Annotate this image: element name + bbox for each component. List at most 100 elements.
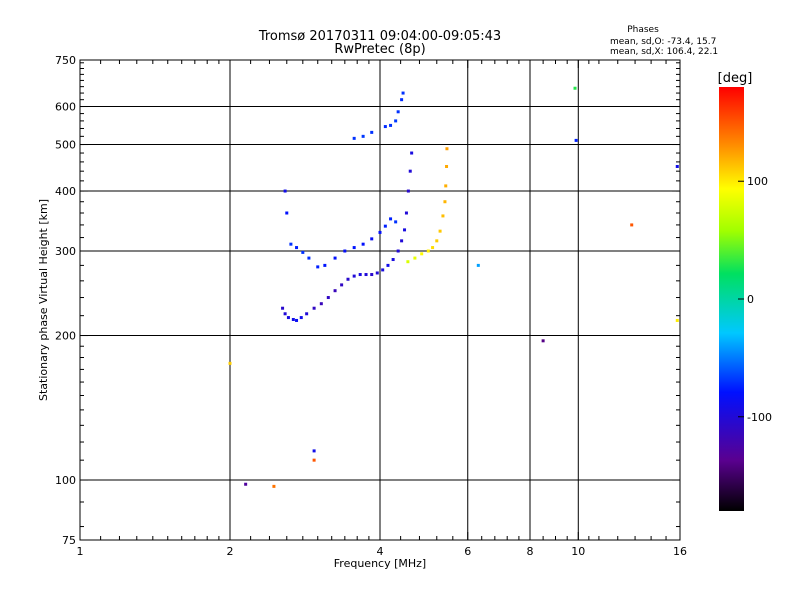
y-tick-label: 200: [55, 330, 76, 343]
y-tick-label: 750: [55, 54, 76, 67]
x-tick-labels: 1 2 4 6 8 10 16: [77, 545, 688, 558]
colorbar-label: [deg]: [718, 71, 753, 86]
data-point: [323, 263, 327, 267]
data-point: [396, 110, 400, 114]
colorbar-ticks: -100 0 100: [738, 175, 772, 424]
data-point: [295, 318, 299, 322]
y-tick-label: 400: [55, 185, 76, 198]
data-point: [408, 169, 412, 173]
stats-heading: Phases: [627, 25, 659, 35]
data-point: [443, 200, 447, 204]
data-point: [394, 119, 398, 123]
data-point: [630, 223, 634, 227]
data-point: [272, 484, 276, 488]
data-point: [406, 260, 410, 264]
data-point: [410, 151, 414, 155]
data-point: [381, 268, 385, 272]
data-point: [228, 361, 232, 365]
data-point: [352, 274, 356, 278]
data-point: [675, 318, 679, 322]
x-tick-label: 10: [571, 545, 585, 558]
x-tick-label: 8: [527, 545, 534, 558]
data-point: [361, 242, 365, 246]
x-tick-label: 4: [377, 545, 384, 558]
data-point: [406, 189, 410, 193]
chart-subtitle: RwPretec (8p): [334, 42, 425, 57]
data-point: [361, 134, 365, 138]
data-point: [403, 228, 407, 232]
data-point: [289, 242, 293, 246]
data-point: [476, 263, 480, 267]
data-point: [378, 230, 382, 234]
data-point: [431, 246, 435, 250]
data-point: [312, 458, 316, 462]
data-point: [283, 189, 287, 193]
data-point: [333, 256, 337, 260]
data-point: [389, 217, 393, 221]
data-point: [352, 136, 356, 140]
chart-title: Tromsø 20170311 09:04:00-09:05:43: [258, 29, 501, 44]
data-point: [316, 265, 320, 269]
data-point: [435, 239, 439, 243]
x-tick-label: 2: [227, 545, 234, 558]
colorbar-tick-label: 0: [747, 293, 754, 306]
data-point: [286, 316, 290, 320]
data-point: [391, 258, 395, 262]
data-point: [404, 211, 408, 215]
data-point: [346, 277, 350, 281]
data-point: [400, 239, 404, 243]
data-point: [305, 312, 309, 316]
data-point: [400, 98, 404, 102]
data-point: [343, 249, 347, 253]
data-point: [389, 123, 393, 127]
data-point: [307, 256, 311, 260]
data-point: [675, 164, 679, 168]
data-point: [352, 246, 356, 250]
x-tick-label: 6: [464, 545, 471, 558]
y-tick-labels: 75 100 200 300 400 500 600 750: [55, 54, 76, 547]
stats-o-line: mean, sd,O: -73.4, 15.7: [610, 37, 716, 47]
data-point: [358, 273, 362, 277]
data-point: [401, 91, 405, 95]
data-point: [333, 289, 337, 293]
data-point: [340, 283, 344, 287]
data-point: [364, 273, 368, 277]
data-point: [541, 339, 545, 343]
data-point: [301, 250, 305, 254]
x-tick-label: 16: [673, 545, 687, 558]
y-tick-label: 100: [55, 474, 76, 487]
data-point: [244, 482, 248, 486]
data-point: [283, 312, 287, 316]
data-point: [299, 316, 303, 320]
x-tick-label: 1: [77, 545, 84, 558]
data-point: [445, 164, 449, 168]
data-point: [394, 220, 398, 224]
colorbar-tick-label: 100: [747, 175, 768, 188]
data-point: [326, 296, 330, 300]
x-axis-label: Frequency [MHz]: [334, 557, 426, 570]
y-tick-label: 500: [55, 139, 76, 152]
data-point: [396, 249, 400, 253]
y-axis-label: Stationary phase Virtual Height [km]: [37, 199, 50, 401]
data-point: [383, 224, 387, 228]
data-point: [444, 184, 448, 188]
data-point: [295, 246, 299, 250]
data-point: [573, 86, 577, 90]
data-point: [386, 263, 390, 267]
data-point: [413, 256, 417, 260]
y-tick-label: 300: [55, 245, 76, 258]
data-point: [319, 302, 323, 306]
data-point: [312, 306, 316, 310]
data-point: [370, 237, 374, 241]
axis-ticks: [79, 59, 681, 541]
data-points: [228, 86, 679, 488]
data-point: [441, 214, 445, 218]
colorbar-tick-label: -100: [747, 411, 772, 424]
data-point: [285, 211, 289, 215]
data-point: [574, 138, 578, 142]
data-point: [312, 449, 316, 453]
data-point: [420, 252, 424, 256]
data-point: [383, 125, 387, 129]
data-point: [370, 130, 374, 134]
